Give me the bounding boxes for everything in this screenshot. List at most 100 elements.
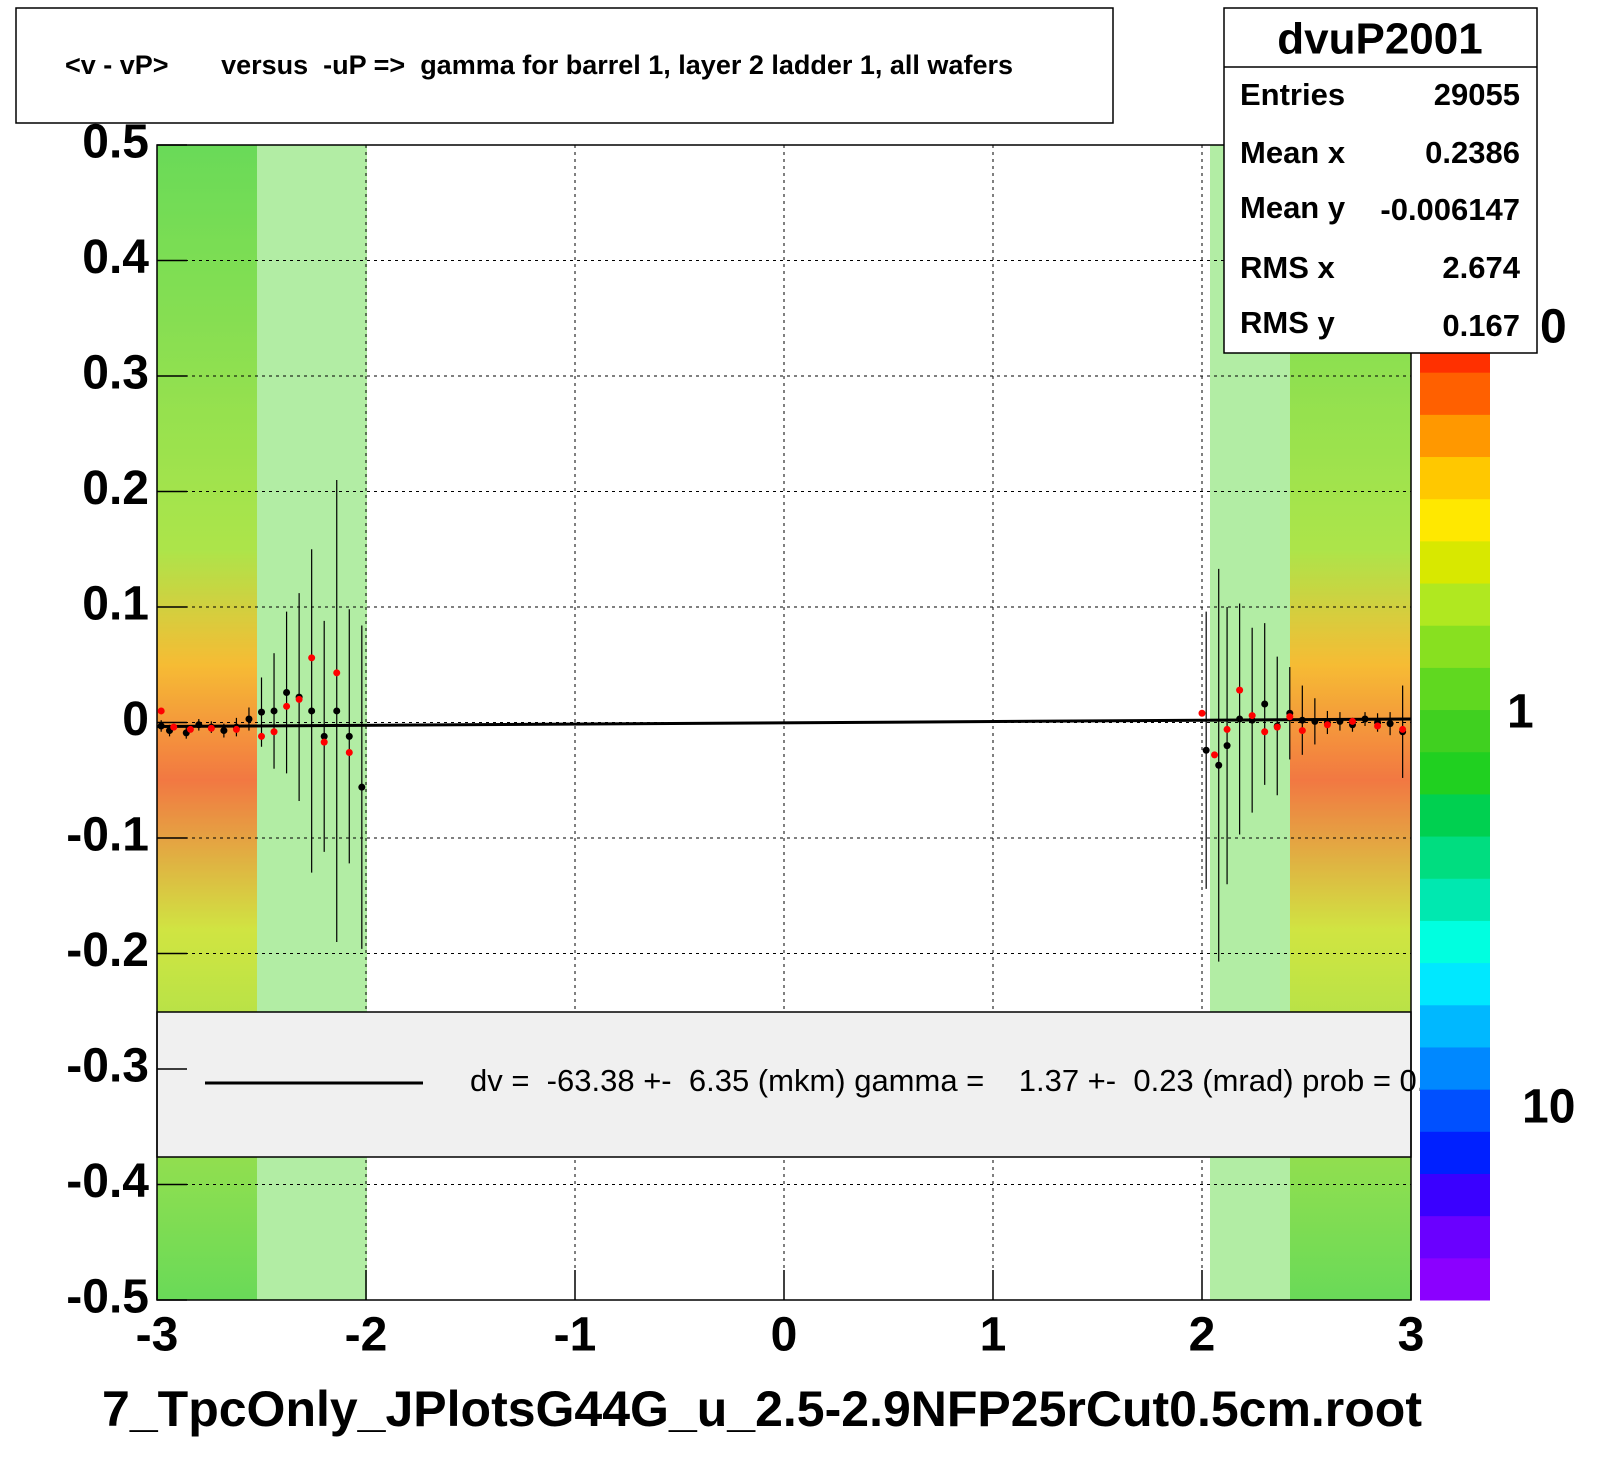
point	[1311, 717, 1319, 725]
fit-label: dv = -63.38 +- 6.35 (mkm) gamma = 1.37 +…	[470, 1063, 1477, 1098]
point	[1236, 686, 1244, 694]
point	[207, 724, 215, 732]
point	[333, 669, 341, 677]
point	[320, 732, 328, 740]
palette-cell	[1420, 414, 1490, 458]
point	[170, 723, 178, 731]
point	[1386, 720, 1394, 728]
point	[1348, 717, 1356, 725]
palette-cell	[1420, 751, 1490, 795]
stats-value: 0.2386	[1425, 135, 1520, 170]
stats-title: dvuP2001	[1277, 15, 1482, 64]
point	[1261, 700, 1269, 708]
point	[245, 715, 253, 723]
point	[1323, 721, 1331, 729]
stats-label: RMS x	[1240, 250, 1336, 285]
point	[1261, 728, 1269, 736]
point	[270, 707, 278, 715]
stats-value: -0.006147	[1380, 192, 1520, 227]
point	[1336, 717, 1344, 725]
palette-label: 10	[1522, 1081, 1575, 1134]
point	[195, 721, 203, 729]
palette-cell	[1420, 962, 1490, 1006]
y-tick-label: 0	[122, 693, 149, 746]
stats-label: Mean y	[1240, 190, 1346, 225]
y-tick-label: -0.2	[66, 924, 149, 977]
point	[1202, 746, 1210, 754]
palette-cell	[1420, 498, 1490, 542]
point	[270, 728, 278, 736]
stats-box	[1223, 7, 1538, 354]
palette-cell	[1420, 920, 1490, 964]
point	[186, 725, 194, 733]
point	[308, 654, 316, 662]
palette-cell	[1420, 1257, 1490, 1301]
x-tick-label: 2	[1189, 1309, 1216, 1362]
palette-cell	[1420, 1046, 1490, 1090]
point	[308, 707, 316, 715]
y-tick-label: 0.5	[82, 116, 149, 169]
stats-value: 29055	[1434, 77, 1520, 112]
point	[1223, 742, 1231, 750]
y-tick-label: 0.2	[82, 462, 149, 515]
x-tick-label: -1	[554, 1309, 597, 1362]
point	[1198, 709, 1206, 717]
fit-legend	[156, 1011, 1412, 1158]
stats-label: RMS y	[1240, 305, 1336, 340]
x-axis-title: 7_TpcOnly_JPlotsG44G_u_2.5-2.9NFP25rCut0…	[102, 1381, 1422, 1437]
point	[283, 702, 291, 710]
point	[1215, 761, 1223, 769]
point	[1248, 712, 1256, 720]
point	[1223, 725, 1231, 733]
y-tick-label: 0.1	[82, 578, 149, 631]
stats-value: 2.674	[1442, 250, 1520, 285]
x-tick-label: 0	[771, 1309, 798, 1362]
point	[1211, 751, 1219, 759]
palette-cell	[1420, 1215, 1490, 1259]
y-tick-label: -0.5	[66, 1271, 149, 1324]
palette-cell	[1420, 836, 1490, 879]
y-tick-label: -0.3	[66, 1040, 149, 1093]
palette-cell	[1420, 793, 1490, 837]
x-tick-label: 3	[1398, 1309, 1425, 1362]
point	[1399, 725, 1407, 733]
palette-cell	[1420, 1131, 1490, 1174]
point	[157, 707, 165, 715]
point	[295, 695, 303, 703]
point	[345, 732, 353, 740]
point	[358, 783, 366, 791]
point	[1298, 716, 1306, 724]
point	[345, 749, 353, 757]
point	[258, 732, 265, 740]
palette-label: 0	[1540, 301, 1567, 354]
y-tick-label: -0.1	[66, 809, 149, 862]
palette-cell	[1420, 709, 1490, 753]
chart-title: <v - vP> versus -uP => gamma for barrel …	[65, 50, 1013, 80]
point	[258, 708, 265, 716]
point	[157, 722, 165, 730]
x-tick-label: 1	[980, 1309, 1007, 1362]
palette-label: 1	[1507, 686, 1534, 739]
palette-cell	[1420, 1089, 1490, 1132]
y-tick-label: -0.4	[66, 1155, 149, 1208]
fit-line	[156, 717, 1412, 729]
stats-label: Entries	[1240, 77, 1345, 112]
point	[1298, 727, 1306, 735]
point	[1273, 723, 1281, 731]
palette-cell	[1420, 1004, 1490, 1048]
point	[283, 688, 291, 696]
palette-cell	[1420, 583, 1490, 626]
point	[1236, 715, 1244, 723]
point	[1361, 715, 1369, 723]
y-tick-label: 0.3	[82, 347, 149, 400]
y-tick-label: 0.4	[82, 231, 149, 284]
palette-cell	[1420, 667, 1490, 711]
x-tick-label: -3	[136, 1309, 179, 1362]
palette-cell	[1420, 625, 1490, 668]
point	[1286, 713, 1294, 721]
palette-cell	[1420, 878, 1490, 921]
point	[232, 725, 240, 733]
stats-label: Mean x	[1240, 135, 1346, 170]
